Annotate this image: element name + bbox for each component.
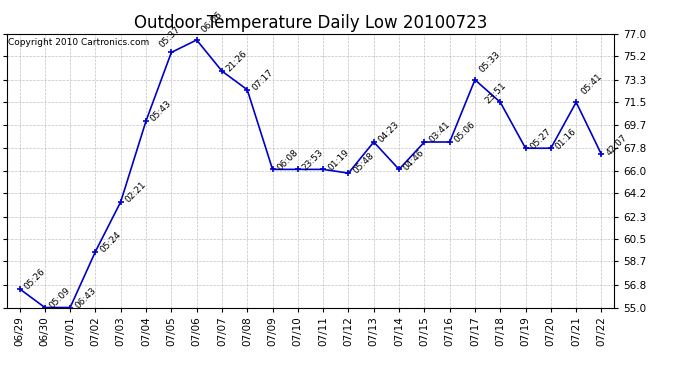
Text: 01:16: 01:16: [553, 126, 578, 151]
Text: 05:06: 05:06: [453, 120, 477, 145]
Text: 05:41: 05:41: [579, 72, 604, 97]
Text: 04:23: 04:23: [377, 120, 401, 145]
Text: 23:51: 23:51: [484, 80, 508, 105]
Text: 05:33: 05:33: [477, 50, 502, 74]
Text: 07:17: 07:17: [250, 68, 275, 93]
Text: Copyright 2010 Cartronics.com: Copyright 2010 Cartronics.com: [8, 38, 149, 47]
Text: 05:27: 05:27: [529, 126, 553, 151]
Text: 21:26: 21:26: [225, 50, 249, 74]
Text: 03:41: 03:41: [427, 120, 452, 145]
Text: 01:19: 01:19: [326, 147, 351, 172]
Text: 05:26: 05:26: [22, 267, 47, 292]
Text: 04:46: 04:46: [402, 148, 426, 172]
Text: 05:09: 05:09: [48, 286, 72, 310]
Text: 05:48: 05:48: [351, 152, 376, 176]
Text: 23:53: 23:53: [301, 148, 325, 172]
Text: 06:43: 06:43: [73, 286, 97, 310]
Title: Outdoor Temperature Daily Low 20100723: Outdoor Temperature Daily Low 20100723: [134, 14, 487, 32]
Text: 05:37: 05:37: [157, 25, 182, 50]
Text: 42:07: 42:07: [604, 133, 629, 157]
Text: 06:08: 06:08: [275, 147, 300, 172]
Text: 05:24: 05:24: [98, 230, 123, 254]
Text: 06:06: 06:06: [199, 10, 224, 34]
Text: 02:21: 02:21: [124, 180, 148, 204]
Text: 05:43: 05:43: [149, 99, 173, 124]
